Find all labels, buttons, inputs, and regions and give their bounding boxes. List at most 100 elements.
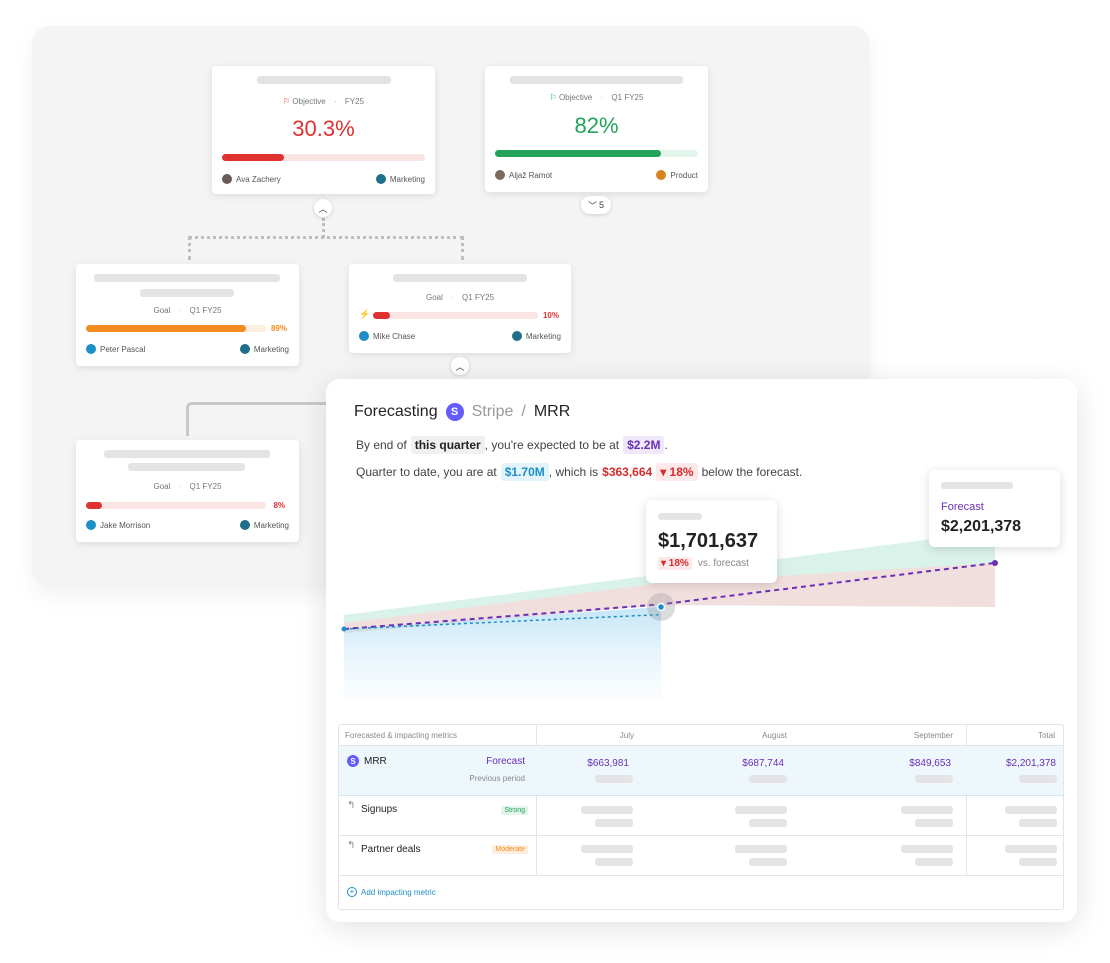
collapse-toggle[interactable]: ︿ xyxy=(451,357,469,375)
period-chip[interactable]: this quarter xyxy=(410,436,485,454)
value-placeholder xyxy=(735,806,787,814)
team[interactable]: Marketing xyxy=(375,174,425,184)
card-meta: Goal · Q1 FY25 xyxy=(153,306,222,315)
tree-connector-stem xyxy=(322,218,325,238)
row-label: S MRR xyxy=(347,755,387,767)
owner[interactable]: Mike Chase xyxy=(359,331,415,341)
objective-card-2[interactable]: ⚐ Objective · Q1 FY25 82% Aljaž Ramot Pr… xyxy=(485,66,708,192)
table-row-signups[interactable]: ↰ Signups Strong xyxy=(339,796,1063,836)
card-period: Q1 FY25 xyxy=(189,482,222,491)
avatar xyxy=(495,170,505,180)
value-placeholder xyxy=(915,858,953,866)
goal-card-3[interactable]: Goal · Q1 FY25 8% Jake Morrison Marketin… xyxy=(76,440,299,542)
card-type: Objective xyxy=(558,93,593,102)
add-impacting-metric-button[interactable]: + Add impacting metric xyxy=(347,887,436,897)
difference-pct: ▾ 18% xyxy=(656,463,698,481)
plus-icon: + xyxy=(347,887,357,897)
progress-bar-fill xyxy=(373,312,390,319)
progress-value: 82% xyxy=(574,113,619,138)
previous-placeholder xyxy=(595,775,633,783)
card-period: Q1 FY25 xyxy=(462,293,495,302)
mrr-august: $687,744 xyxy=(742,758,784,769)
card-meta: ⚐ Objective · Q1 FY25 xyxy=(549,93,644,102)
source-name[interactable]: Stripe xyxy=(471,403,514,420)
metric-label: Signups xyxy=(361,804,398,815)
stripe-icon: S xyxy=(445,403,464,421)
current-vs-forecast: ▾ 18% vs. forecast xyxy=(658,557,749,570)
value-placeholder xyxy=(1019,858,1057,866)
forecast-tooltip: Forecast $2,201,378 xyxy=(929,470,1060,547)
metric-name[interactable]: MRR xyxy=(533,403,571,420)
goal-card-2[interactable]: Goal · Q1 FY25 ⚡ 10% Mike Chase Marketin… xyxy=(349,264,571,353)
metric-label: MRR xyxy=(364,755,387,767)
sentence-text: , you're expected to be at xyxy=(484,438,620,452)
card-meta: ⚐ Objective · FY25 xyxy=(282,97,365,106)
forecast-header: Forecasting S Stripe / MRR xyxy=(354,403,570,421)
team[interactable]: Marketing xyxy=(239,520,289,530)
card-type: Goal xyxy=(425,293,443,302)
expand-toggle[interactable]: ﹀ 5 xyxy=(581,196,611,214)
card-type: Goal xyxy=(153,482,171,491)
current-tooltip: $1,701,637 ▾ 18% vs. forecast xyxy=(646,500,777,583)
breadcrumb-separator: / xyxy=(521,403,526,420)
value-placeholder xyxy=(915,819,953,827)
sentence-text: Quarter to date, you are at xyxy=(356,465,497,479)
value-placeholder xyxy=(595,819,633,827)
flag-icon: ⚐ xyxy=(282,97,291,106)
value-placeholder xyxy=(735,845,787,853)
value-placeholder xyxy=(1005,845,1057,853)
card-period: Q1 FY25 xyxy=(189,306,222,315)
value-placeholder xyxy=(901,806,953,814)
stripe-icon: S xyxy=(347,755,359,767)
value-placeholder xyxy=(1019,819,1057,827)
current-chip: $1.70M xyxy=(500,463,549,481)
tooltip-placeholder xyxy=(658,513,702,520)
progress-bar xyxy=(86,502,266,509)
owner[interactable]: Ava Zachery xyxy=(222,174,281,184)
mrr-september: $849,653 xyxy=(909,758,951,769)
column-july: July xyxy=(619,730,634,740)
row-divider xyxy=(339,745,1063,746)
team-icon xyxy=(656,170,667,180)
progress-bar xyxy=(222,154,425,161)
title-placeholder xyxy=(257,76,391,84)
forecast-value: $2,201,378 xyxy=(941,518,1022,535)
sentence-text: below the forecast. xyxy=(701,465,803,479)
previous-placeholder xyxy=(749,775,787,783)
owner-name: Aljaž Ramot xyxy=(509,170,553,180)
table-header-metrics: Forecasted & impacting metrics xyxy=(345,730,458,740)
objective-card-1[interactable]: ⚐ Objective · FY25 30.3% Ava Zachery Mar… xyxy=(212,66,435,194)
strength-badge: Strong xyxy=(501,806,528,815)
flag-icon: ⚐ xyxy=(549,93,557,102)
owner[interactable]: Aljaž Ramot xyxy=(495,170,552,180)
table-row-partner-deals[interactable]: ↰ Partner deals Moderate xyxy=(339,836,1063,876)
forecast-label: Forecast xyxy=(941,501,984,513)
collapse-toggle[interactable]: ︿ xyxy=(314,199,332,217)
table-row-mrr[interactable]: S MRR Forecast Previous period $663,981 … xyxy=(339,746,1063,796)
card-type: Goal xyxy=(153,306,171,315)
progress-value: 8% xyxy=(273,501,285,510)
team[interactable]: Marketing xyxy=(239,344,289,354)
progress-bar-fill xyxy=(86,502,102,509)
owner-name: Mike Chase xyxy=(373,331,416,341)
chevron-up-icon: ︿ xyxy=(318,203,328,214)
chevron-up-icon: ︿ xyxy=(455,361,465,372)
team[interactable]: Marketing xyxy=(511,331,561,341)
team-name: Marketing xyxy=(253,520,289,530)
title-placeholder xyxy=(510,76,683,84)
progress-bar-fill xyxy=(495,150,662,157)
title-placeholder xyxy=(140,289,234,297)
owner[interactable]: Jake Morrison xyxy=(86,520,150,530)
owner[interactable]: Peter Pascal xyxy=(86,344,145,354)
team-icon xyxy=(511,331,522,341)
team[interactable]: Product xyxy=(656,170,698,180)
metric-label: Partner deals xyxy=(361,844,421,855)
start-point xyxy=(341,626,347,632)
page-title: Forecasting xyxy=(354,403,438,420)
sentence-text: . xyxy=(664,438,668,452)
avatar xyxy=(86,344,96,354)
team-icon xyxy=(239,344,250,354)
goal-card-1[interactable]: Goal · Q1 FY25 89% Peter Pascal Marketin… xyxy=(76,264,299,366)
team-name: Marketing xyxy=(389,174,425,184)
title-placeholder xyxy=(94,274,280,282)
